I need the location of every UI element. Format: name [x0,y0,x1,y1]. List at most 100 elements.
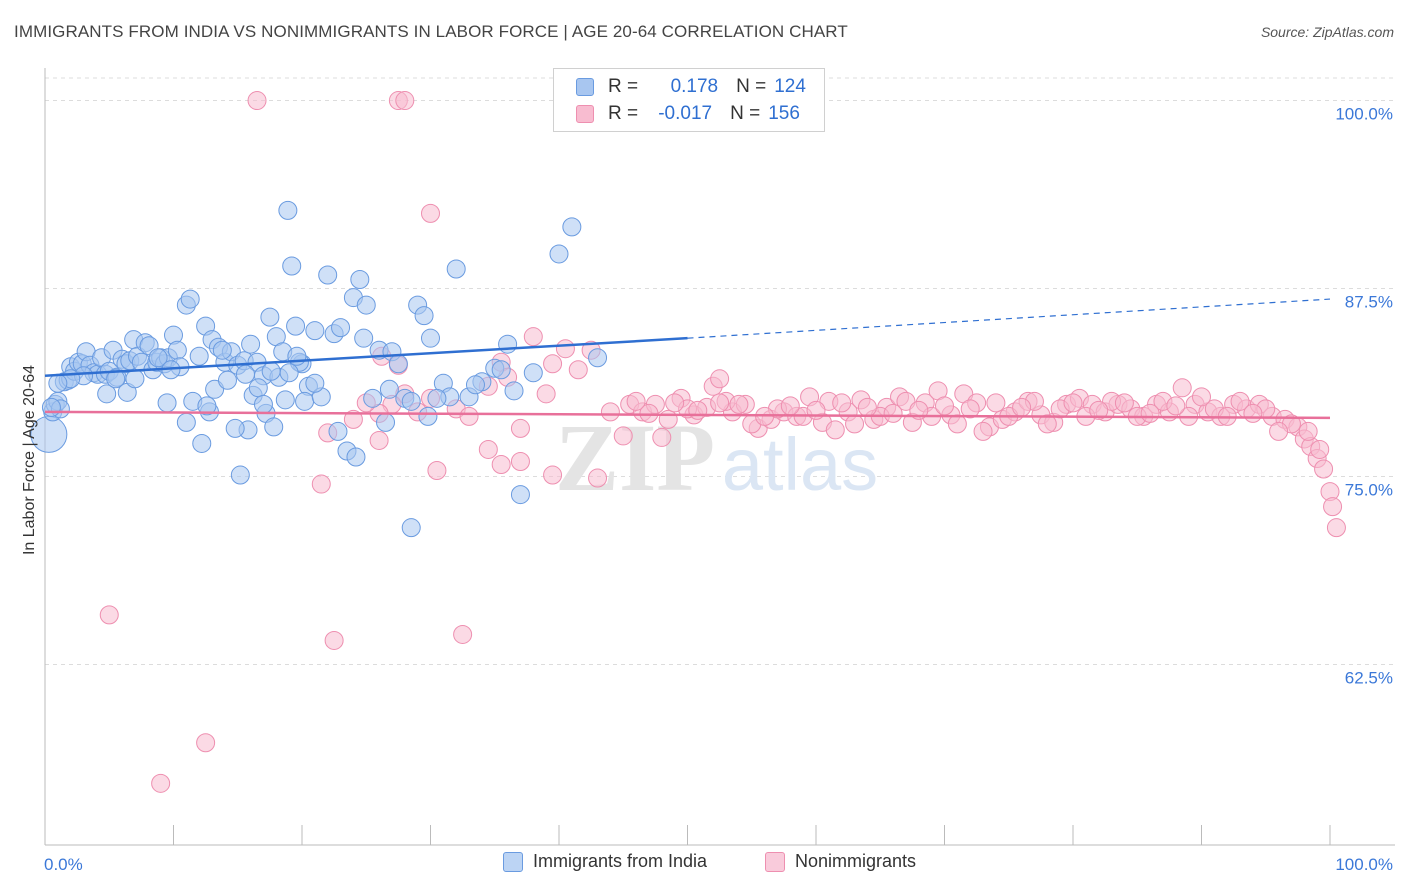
point-india [260,307,280,327]
stats-r-value-nonimmigrants: -0.017 [658,103,713,124]
point-nonimmigrants [555,339,575,359]
stats-r-label: R = [608,76,639,97]
legend-item-nonimmigrants[interactable]: Nonimmigrants [765,851,916,872]
point-nonimmigrants [453,624,473,644]
point-india [189,346,209,366]
stats-row-nonimmigrants: R = -0.017 N = 156 [576,101,800,127]
point-india [264,417,284,437]
point-nonimmigrants [973,421,993,441]
point-india [504,381,524,401]
legend-label-india: Immigrants from India [533,851,708,871]
legend-item-india[interactable]: Immigrants from India [503,851,707,872]
point-nonimmigrants [613,426,633,446]
point-india [176,412,196,432]
point-india [282,256,302,276]
y-tick-label: 62.5% [1345,669,1393,688]
point-india [588,348,608,368]
point-nonimmigrants [688,400,708,420]
point-india [418,406,438,426]
watermark-atlas: atlas [722,423,878,506]
trend-line-india-extension [687,298,1331,339]
y-axis-label: In Labor Force | Age 20-64 [21,364,38,556]
point-nonimmigrants [665,393,685,413]
point-india [148,348,168,368]
stats-n-value-india: 124 [774,76,806,97]
point-nonimmigrants [1037,414,1057,434]
point-india [549,244,569,264]
point-india [427,388,447,408]
stats-n-label: N = [730,103,761,124]
legend-label-nonimmigrants: Nonimmigrants [795,851,917,871]
point-india [197,396,217,416]
point-nonimmigrants [196,733,216,753]
point-india [235,364,255,384]
point-nonimmigrants [710,369,730,389]
point-nonimmigrants [510,452,530,471]
point-nonimmigrants [986,393,1006,413]
point-india [465,375,485,395]
point-india [562,217,582,237]
point-nonimmigrants [600,402,620,422]
point-india [275,390,295,410]
point-nonimmigrants [780,396,800,416]
x-tick-label-min: 0.0% [44,855,83,874]
point-india [48,373,68,393]
point-india [350,270,370,290]
point-india [498,334,518,354]
point-nonimmigrants [1089,400,1109,420]
point-india [414,306,434,326]
point-nonimmigrants [947,414,967,434]
point-india [97,384,117,404]
stats-n-label: N = [736,76,767,97]
point-nonimmigrants [1310,439,1330,459]
point-nonimmigrants [395,91,415,111]
tick-labels: 62.5% 75.0% 87.5% 100.0% 0.0% 100.0% [44,105,1393,874]
point-nonimmigrants [1140,403,1160,423]
point-nonimmigrants [1230,391,1250,411]
trend-line-india [44,336,688,378]
point-nonimmigrants [960,399,980,419]
point-india [278,200,298,220]
x-tick-label-max: 100.0% [1335,855,1393,874]
point-nonimmigrants [845,414,865,434]
point-india [305,321,325,341]
point-nonimmigrants [491,455,511,475]
point-nonimmigrants [883,403,903,423]
point-india [328,421,348,441]
stats-swatch-india [576,78,594,96]
point-nonimmigrants [151,773,171,793]
point-india [491,360,511,380]
point-india [192,433,212,453]
point-india [106,369,126,389]
point-india [261,361,281,381]
point-india [230,465,250,485]
point-nonimmigrants [99,605,119,625]
point-nonimmigrants [658,409,678,429]
legend-swatch-india [503,851,523,872]
stats-n-value-nonimmigrants: 156 [768,103,800,124]
point-india [241,334,261,354]
point-nonimmigrants [510,418,530,438]
point-nonimmigrants [247,91,267,111]
axes [44,68,1395,846]
point-nonimmigrants [1166,396,1186,416]
source-credit: Source: ZipAtlas.com [1260,24,1394,40]
point-nonimmigrants [1314,459,1334,479]
point-india [523,363,543,383]
point-nonimmigrants [523,327,543,347]
point-nonimmigrants [857,397,877,417]
point-nonimmigrants [588,468,608,488]
point-india [421,328,440,348]
point-india [510,485,530,505]
point-nonimmigrants [1192,387,1211,407]
point-nonimmigrants [825,420,845,440]
point-india [318,265,338,285]
point-nonimmigrants [536,384,556,404]
point-nonimmigrants [1269,421,1289,441]
point-nonimmigrants [478,439,498,459]
point-india [212,340,232,360]
point-india [295,391,315,411]
y-tick-label: 75.0% [1345,481,1393,500]
point-india [157,393,177,413]
stats-swatch-nonimmigrants [576,105,594,123]
